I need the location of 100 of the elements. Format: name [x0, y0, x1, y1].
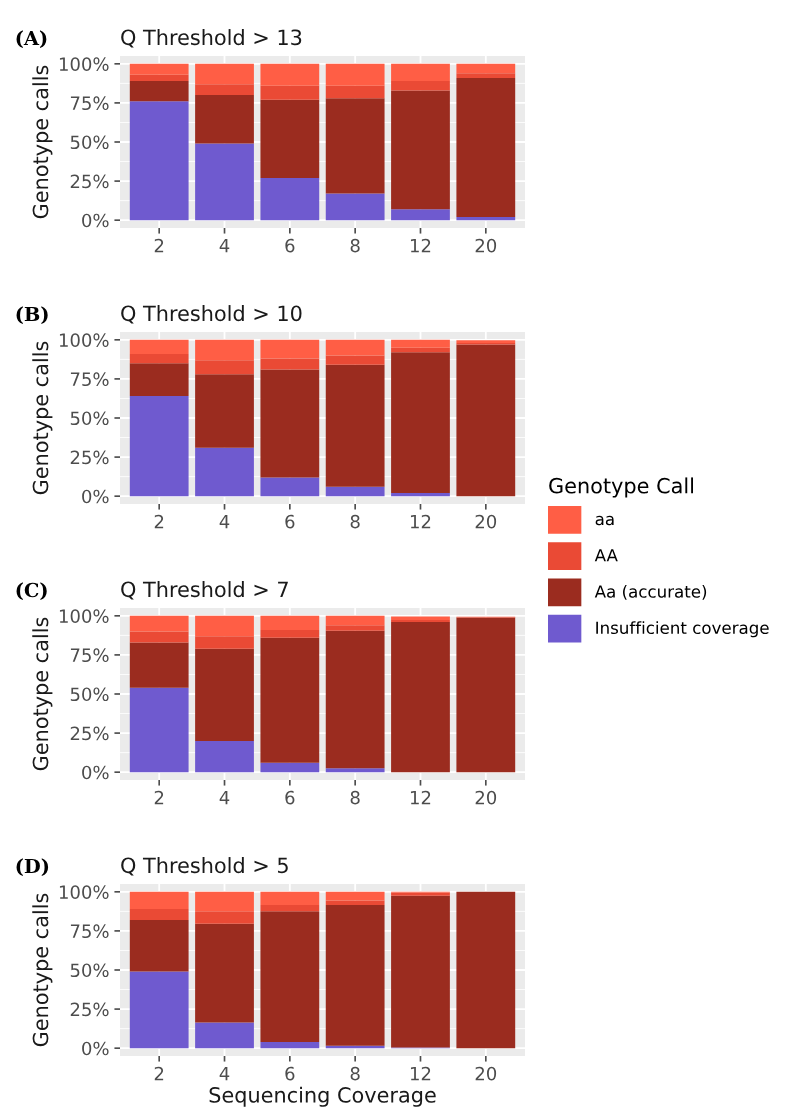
bar: [456, 344, 516, 497]
chart-title: Q Threshold > 5: [121, 857, 288, 876]
bar: [260, 911, 320, 1042]
bar: [391, 209, 450, 221]
bar: [260, 891, 320, 906]
bar: [391, 63, 450, 82]
bar: [391, 620, 450, 623]
legend-label: AA: [594, 549, 618, 562]
bar: [195, 911, 254, 924]
y-tick-label: 25%: [70, 450, 109, 465]
y-tick-label: 100%: [59, 885, 109, 899]
y-tick-label: 25%: [70, 1002, 109, 1017]
y-tick-label: 0%: [82, 765, 109, 780]
bar: [129, 363, 189, 397]
y-tick-label: 0%: [82, 213, 109, 228]
y-axis-title: Genotype calls: [32, 65, 53, 219]
x-tick-label: 2: [154, 238, 164, 253]
bar: [129, 631, 189, 643]
bar: [129, 81, 189, 102]
bar: [325, 768, 385, 773]
bar: [260, 369, 320, 478]
bar: [391, 339, 450, 348]
bar: [195, 84, 254, 96]
bar: [129, 642, 189, 688]
bar: [325, 63, 385, 86]
bar: [195, 360, 254, 375]
y-tick-label: 100%: [59, 609, 109, 623]
x-tick-label: 20: [475, 790, 497, 805]
chart-title: Q Threshold > 13: [121, 29, 302, 48]
x-tick-label: 20: [475, 1066, 497, 1081]
bar: [195, 615, 254, 637]
x-tick-label: 4: [219, 790, 230, 805]
bar: [391, 90, 450, 210]
bar: [325, 85, 385, 99]
bar: [195, 740, 254, 773]
bar: [391, 895, 450, 1048]
y-tick-label: 50%: [70, 135, 109, 150]
bar: [325, 339, 385, 356]
bar: [391, 352, 450, 494]
bar: [456, 77, 516, 218]
x-tick-label: 4: [219, 238, 230, 253]
bar: [195, 648, 254, 741]
bar: [325, 615, 385, 626]
bar: [391, 616, 450, 621]
x-tick-label: 6: [285, 514, 295, 529]
x-tick-label: 12: [410, 514, 431, 529]
x-tick-label: 8: [350, 1066, 360, 1081]
y-axis-title: Genotype calls: [32, 617, 53, 771]
bar: [260, 63, 320, 86]
legend-label: Insufficient coverage: [596, 621, 769, 638]
text: (D): [16, 858, 49, 877]
y-tick-label: 50%: [70, 687, 109, 702]
bar: [456, 63, 516, 74]
bar: [325, 905, 385, 1046]
bar: [456, 891, 516, 1049]
bar: [195, 923, 254, 1023]
y-tick-label: 25%: [70, 726, 109, 741]
chart-title: Q Threshold > 10: [121, 305, 302, 324]
legend-label: Aa (accurate): [594, 584, 707, 600]
bar: [260, 762, 320, 773]
bar: [195, 63, 254, 85]
x-tick-label: 12: [410, 790, 431, 805]
bar: [325, 355, 385, 365]
bar: [325, 891, 385, 901]
bar: [195, 636, 254, 649]
bar: [129, 687, 189, 773]
bar: [195, 374, 254, 448]
x-tick-label: 6: [285, 238, 295, 253]
bar: [391, 622, 450, 773]
y-tick-label: 0%: [82, 1041, 109, 1056]
bar: [129, 971, 189, 1049]
bar: [325, 900, 385, 906]
y-tick-label: 0%: [82, 489, 109, 504]
bar: [195, 339, 254, 361]
bar: [325, 364, 385, 487]
x-tick-label: 4: [219, 514, 230, 529]
bar: [325, 630, 385, 769]
bar: [456, 617, 516, 773]
bar: [129, 339, 189, 354]
bar: [391, 493, 450, 497]
y-tick-label: 75%: [70, 648, 109, 663]
bar: [260, 615, 320, 630]
bar: [129, 63, 189, 75]
bar: [325, 98, 385, 194]
y-axis-title: Genotype calls: [32, 341, 53, 495]
y-tick-label: 100%: [59, 333, 109, 347]
y-tick-label: 75%: [70, 924, 109, 939]
bar: [260, 339, 320, 359]
x-tick-label: 2: [154, 790, 164, 805]
bar: [129, 891, 189, 910]
x-tick-label: 2: [154, 1066, 164, 1081]
x-tick-label: 12: [410, 1066, 431, 1081]
x-tick-label: 4: [219, 1066, 230, 1081]
x-tick-label: 8: [350, 790, 360, 805]
x-tick-label: 6: [285, 790, 295, 805]
bar: [325, 486, 385, 497]
bar: [260, 85, 320, 100]
bar: [129, 909, 189, 920]
legend-label: aa: [595, 515, 614, 526]
bar: [129, 615, 189, 632]
